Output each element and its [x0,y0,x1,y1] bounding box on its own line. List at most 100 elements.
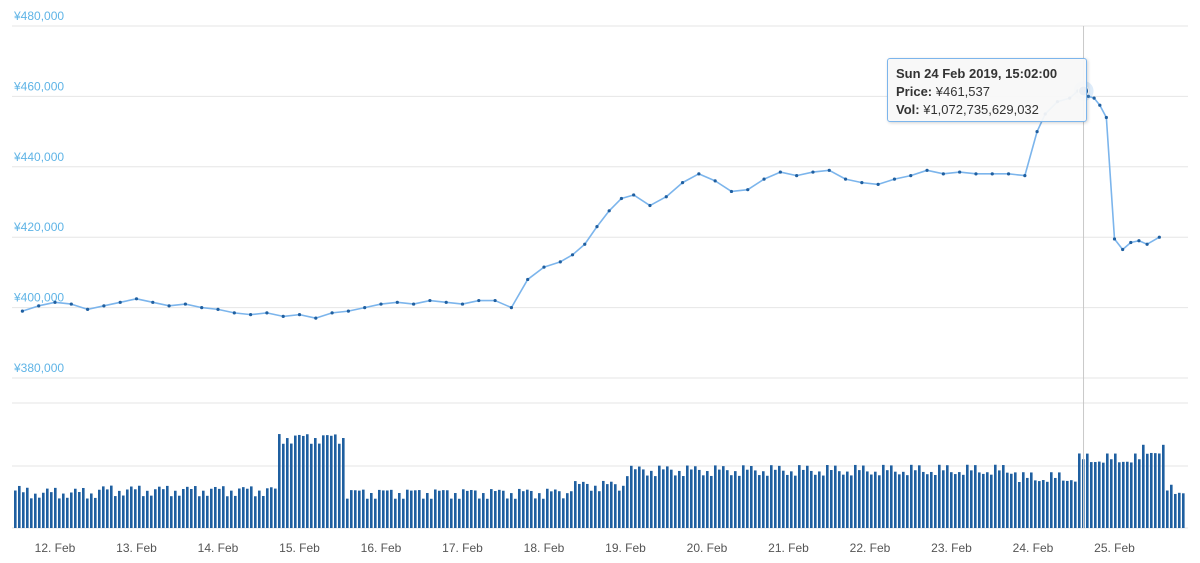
volume-bar [982,473,985,528]
volume-bar [1182,493,1185,528]
volume-bar [418,490,421,528]
volume-bar [1030,472,1033,528]
volume-bar [406,489,409,528]
volume-bar [882,464,885,528]
volume-bar [358,490,361,528]
price-point [648,203,652,208]
volume-bar [82,487,85,528]
x-tick-label: 24. Feb [1013,541,1054,555]
price-point [460,302,465,306]
volume-bar [210,488,213,528]
volume-bar [822,475,825,528]
volume-bar [954,474,957,528]
volume-bar [402,498,405,528]
volume-bar [622,485,625,528]
volume-bar [606,484,609,528]
volume-bar [570,491,573,528]
volume-bar [170,496,173,528]
volume-bar [166,485,169,528]
volume-bar [174,490,177,528]
volume-bar [842,474,845,528]
volume-bar [870,474,873,528]
volume-bar [782,470,785,528]
volume-bar [454,493,457,528]
volume-bar [318,443,321,528]
volume-bar [702,475,705,528]
price-point [86,307,90,311]
x-tick-label: 18. Feb [524,541,565,555]
volume-bar [142,496,145,528]
price-point [632,193,636,197]
volume-bar [690,469,693,528]
price-point [37,304,41,308]
volume-bar [46,488,49,528]
price-point [151,300,155,304]
volume-bar [218,488,221,528]
volume-bar [966,464,969,528]
volume-bar [434,489,437,528]
price-point [558,260,562,264]
volume-bar [154,489,157,528]
volume-bar [274,488,277,528]
volume-bar [926,474,929,528]
volume-bar [578,483,581,528]
volume-bar [1162,444,1165,528]
volume-bar [958,472,961,528]
volume-bar [946,465,949,528]
volume-bar [298,434,301,528]
price-point [795,174,799,178]
volume-bar [694,466,697,528]
volume-bar [818,471,821,528]
price-point [860,181,864,185]
volume-bar [350,490,353,528]
volume-bar [126,489,129,528]
volume-bar [1146,453,1149,528]
volume-bar [310,443,313,528]
volume-bar [1122,461,1125,528]
price-point [1006,172,1011,176]
volume-bar [1058,472,1061,528]
volume-bar [294,435,297,528]
price-point [444,300,448,304]
volume-bar [862,465,865,528]
volume-bar [374,498,377,528]
volume-bar [766,475,769,528]
volume-bar [14,490,17,528]
volume-bar [670,469,673,528]
volume-bar [666,466,669,528]
volume-bar [942,470,945,528]
volume-bar [738,475,741,528]
volume-bar [742,465,745,528]
x-axis-labels: 12. Feb 13. Feb 14. Feb 15. Feb 16. Feb 17. F… [35,541,1136,555]
volume-bar [398,493,401,528]
volume-bar [1130,462,1133,528]
price-point [892,177,897,181]
volume-bar [410,490,413,528]
volume-bar [902,471,905,528]
volume-bar [698,469,701,528]
price-point [297,313,302,317]
volume-bar [834,465,837,528]
volume-bar [266,488,269,528]
volume-bar [1090,462,1093,528]
y-tick-label: ¥380,000 [13,361,64,375]
volume-bar [1174,493,1177,528]
volume-bar [1138,459,1141,528]
y-tick-label: ¥420,000 [13,220,64,234]
volume-bar [530,490,533,528]
volume-bar [990,474,993,528]
price-point [216,307,220,311]
volume-bar [1074,481,1077,528]
x-tick-label: 17. Feb [442,541,483,555]
volume-bar [354,490,357,528]
volume-bar [858,470,861,528]
volume-bar [886,470,889,528]
volume-bar [762,471,765,528]
volume-bar [590,490,593,528]
volume-bar [998,470,1001,528]
volume-bar [778,465,781,528]
volume-bar [602,480,605,528]
price-point [1092,96,1096,100]
volume-bar [494,491,497,528]
volume-bar [1042,480,1045,528]
